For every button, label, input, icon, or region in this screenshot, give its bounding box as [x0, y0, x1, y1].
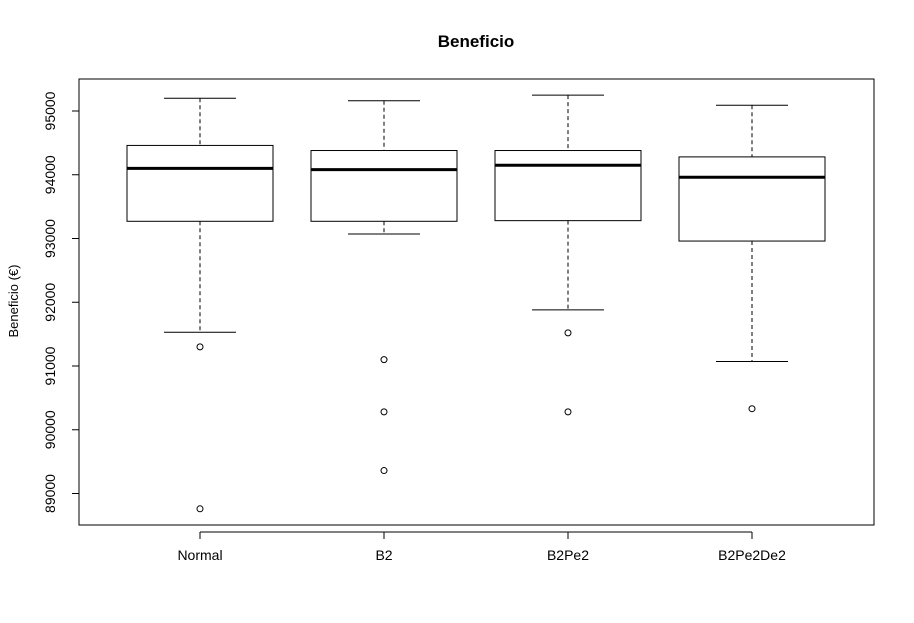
box-b2pe2de2 — [678, 104, 826, 413]
box-b2 — [310, 100, 458, 475]
y-tick-label: 89000 — [42, 474, 58, 513]
iqr-box — [126, 144, 274, 222]
box-normal — [126, 97, 274, 513]
x-tick-label: B2 — [375, 547, 392, 563]
outlier-point — [564, 329, 572, 337]
iqr-box — [678, 156, 826, 242]
outlier-point — [196, 505, 204, 513]
outlier-point — [564, 408, 572, 416]
outlier-point — [380, 356, 388, 364]
iqr-box — [310, 150, 458, 222]
x-tick-label: B2Pe2 — [547, 547, 589, 563]
y-axis: 89000 90000 91000 92000 93000 94000 95000 — [42, 91, 80, 513]
outlier-point — [196, 343, 204, 351]
outlier-point — [380, 467, 388, 475]
x-tick-label: B2Pe2De2 — [718, 547, 786, 563]
y-tick-label: 91000 — [42, 346, 58, 385]
outlier-point — [748, 405, 756, 413]
x-tick-label: Normal — [177, 547, 222, 563]
x-axis: Normal B2 B2Pe2 B2Pe2De2 — [177, 531, 786, 563]
iqr-box — [494, 150, 642, 222]
y-tick-label: 92000 — [42, 283, 58, 322]
box-series — [126, 94, 826, 513]
y-axis-label: Beneficio (€) — [6, 265, 21, 338]
box-b2pe2 — [494, 94, 642, 416]
y-tick-label: 94000 — [42, 155, 58, 194]
y-tick-label: 95000 — [42, 91, 58, 130]
chart-title: Beneficio — [438, 32, 515, 51]
y-tick-label: 93000 — [42, 219, 58, 258]
y-tick-label: 90000 — [42, 410, 58, 449]
outlier-point — [380, 408, 388, 416]
